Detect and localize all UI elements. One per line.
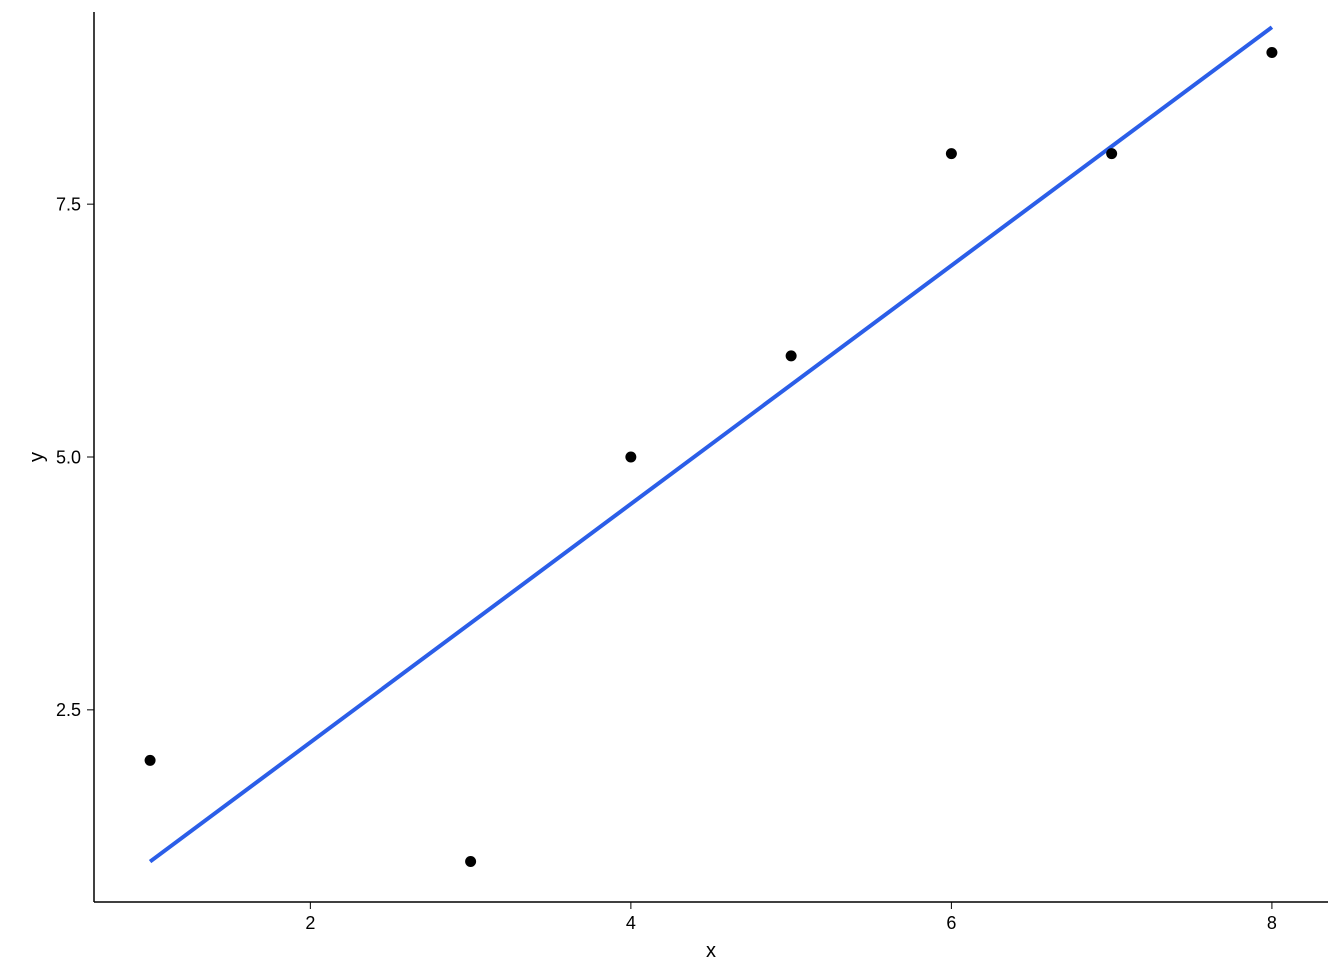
- data-point: [786, 350, 797, 361]
- x-axis-title: x: [706, 940, 716, 960]
- y-tick-label: 2.5: [56, 700, 81, 720]
- y-tick-label: 5.0: [56, 447, 81, 467]
- data-point: [946, 148, 957, 159]
- y-tick-label: 7.5: [56, 194, 81, 214]
- x-tick-label: 2: [305, 913, 315, 933]
- scatter-chart: 2 4 6 8 2.5 5.0 7.5 x y: [0, 0, 1344, 960]
- x-tick-label: 6: [946, 913, 956, 933]
- data-point: [465, 856, 476, 867]
- chart-svg: 2 4 6 8 2.5 5.0 7.5 x y: [0, 0, 1344, 960]
- data-point: [145, 755, 156, 766]
- x-tick-label: 8: [1267, 913, 1277, 933]
- data-point: [1266, 47, 1277, 58]
- data-point: [625, 452, 636, 463]
- y-axis-title: y: [26, 452, 48, 462]
- x-tick-label: 4: [626, 913, 636, 933]
- plot-background: [0, 0, 1344, 960]
- data-point: [1106, 148, 1117, 159]
